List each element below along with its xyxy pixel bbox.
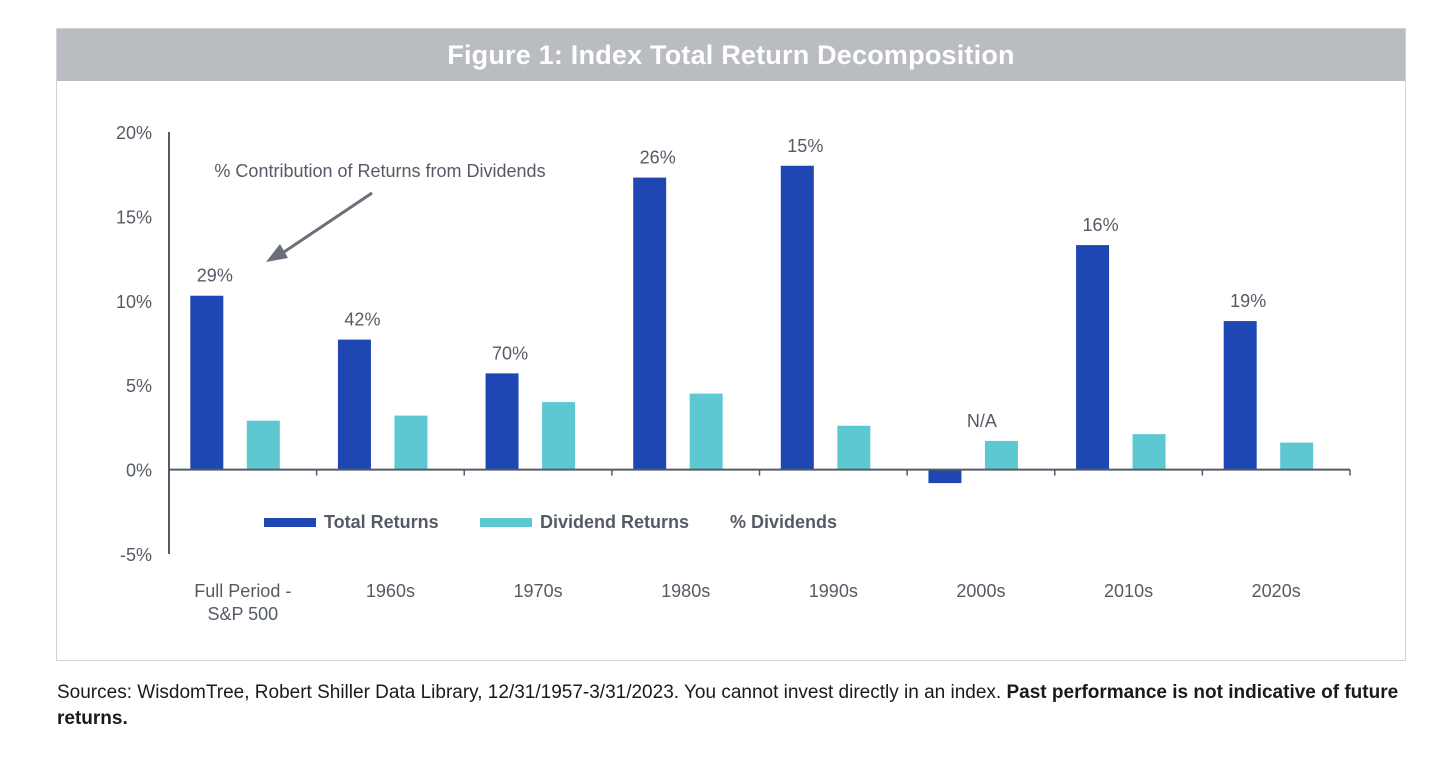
y-tick-label: 5% <box>126 376 152 396</box>
annotation-arrow-head <box>266 244 288 262</box>
legend-label-total-returns: Total Returns <box>324 512 439 532</box>
figure-frame: Figure 1: Index Total Return Decompositi… <box>56 28 1406 661</box>
y-tick-label: 10% <box>116 292 152 312</box>
pct-dividends-label: 19% <box>1230 291 1266 311</box>
x-tick-label: 2010s <box>1104 581 1153 601</box>
x-tick-label: 2020s <box>1252 581 1301 601</box>
bar-total-returns <box>337 339 371 470</box>
bar-total-returns <box>780 165 814 470</box>
bar-total-returns <box>633 177 667 470</box>
bar-total-returns <box>1076 245 1110 470</box>
annotation-text: % Contribution of Returns from Dividends <box>214 161 545 181</box>
bar-dividend-returns <box>689 393 723 470</box>
pct-dividends-label: 42% <box>344 310 380 330</box>
bar-dividend-returns <box>542 402 576 470</box>
bar-total-returns <box>928 469 962 484</box>
x-tick-label: S&P 500 <box>207 604 278 624</box>
x-tick-label: Full Period - <box>194 581 291 601</box>
x-tick-label: 1980s <box>661 581 710 601</box>
x-tick-label: 1970s <box>514 581 563 601</box>
y-tick-label: -5% <box>120 545 152 565</box>
bar-dividend-returns <box>394 415 428 470</box>
bar-dividend-returns <box>984 440 1018 470</box>
legend-swatch-dividend-returns <box>480 518 532 527</box>
x-tick-label: 2000s <box>956 581 1005 601</box>
x-tick-label: 1960s <box>366 581 415 601</box>
pct-dividends-label: 15% <box>787 136 823 156</box>
source-text: Sources: WisdomTree, Robert Shiller Data… <box>57 682 1002 703</box>
source-note: Sources: WisdomTree, Robert Shiller Data… <box>57 680 1417 732</box>
pct-dividends-label: 26% <box>640 148 676 168</box>
x-tick-label: 1990s <box>809 581 858 601</box>
y-tick-label: 20% <box>116 123 152 143</box>
bar-total-returns <box>190 295 224 470</box>
pct-dividends-label: 70% <box>492 343 528 363</box>
annotation-arrow-line <box>280 191 373 256</box>
bar-total-returns <box>1223 321 1257 470</box>
bar-total-returns <box>485 373 519 470</box>
pct-dividends-label: N/A <box>967 411 997 431</box>
bar-dividend-returns <box>1132 434 1166 470</box>
bar-dividend-returns <box>1280 442 1314 470</box>
bar-dividend-returns <box>837 425 871 470</box>
legend-swatch-total-returns <box>264 518 316 527</box>
chart-title: Figure 1: Index Total Return Decompositi… <box>447 39 1015 70</box>
y-tick-label: 0% <box>126 461 152 481</box>
legend-label-pct-dividends: % Dividends <box>730 512 837 532</box>
y-tick-label: 15% <box>116 207 152 227</box>
legend-label-dividend-returns: Dividend Returns <box>540 512 689 532</box>
bar-dividend-returns <box>246 420 280 470</box>
title-bar: Figure 1: Index Total Return Decompositi… <box>57 29 1405 81</box>
pct-dividends-label: 29% <box>197 266 233 286</box>
source-disclaimer: Past performance is not indicative of fu… <box>57 682 1399 729</box>
pct-dividends-label: 16% <box>1083 215 1119 235</box>
